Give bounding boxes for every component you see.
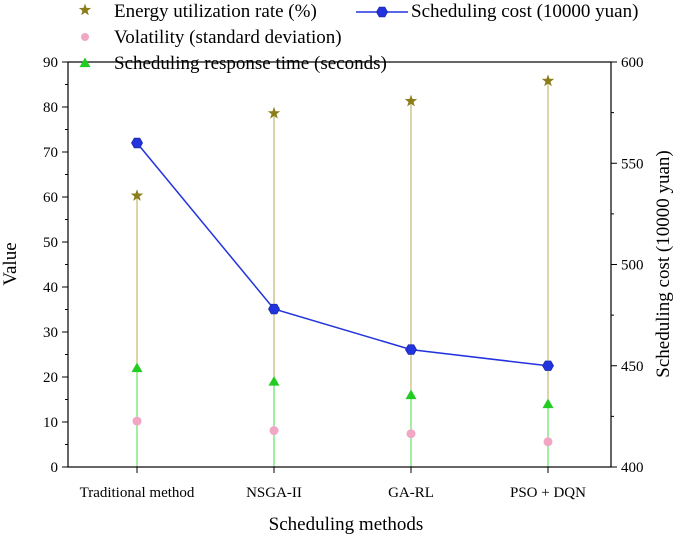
- legend: Energy utilization rate (%) Scheduling c…: [78, 1, 638, 74]
- cost-line: [136, 142, 549, 367]
- x-tick-label: Traditional method: [80, 485, 195, 501]
- plot-frame: [67, 61, 612, 468]
- energy-point: [541, 74, 555, 87]
- energy-point: [404, 94, 418, 107]
- x-tick-label: PSO + DQN: [510, 485, 586, 501]
- cost-point: [542, 360, 554, 371]
- y-tick-label: 30: [43, 325, 58, 341]
- volatility-point: [543, 437, 553, 447]
- y-tick-label: 50: [43, 235, 58, 251]
- x-tick-label: NSGA-II: [246, 485, 302, 501]
- y-tick-label: 60: [43, 190, 58, 206]
- y2-tick-label: 500: [621, 258, 644, 274]
- volatility-point: [269, 426, 279, 436]
- response-point: [405, 389, 417, 400]
- y-tick-label: 10: [43, 415, 58, 431]
- y2-axis-title: Scheduling cost (10000 yuan): [653, 150, 674, 377]
- y-axis-title: Value: [0, 242, 21, 285]
- legend-cost-label: Scheduling cost (10000 yuan): [411, 1, 638, 22]
- y-tick-label: 40: [43, 280, 58, 296]
- response-point: [131, 362, 143, 373]
- volatility-point: [132, 416, 142, 426]
- y-tick-label: 20: [43, 370, 58, 386]
- legend-energy-label: Energy utilization rate (%): [114, 1, 317, 22]
- y-tick-label: 0: [51, 460, 59, 476]
- energy-point: [267, 106, 281, 119]
- legend-response-label: Scheduling response time (seconds): [114, 53, 387, 74]
- response-point: [268, 376, 280, 386]
- y2-tick-label: 550: [621, 156, 644, 172]
- legend-hexagon-icon: [376, 6, 388, 18]
- y-tick-label: 80: [43, 100, 58, 116]
- y2-tick-label: 400: [621, 460, 644, 476]
- legend-circle-icon: [81, 33, 89, 41]
- y2-tick-label: 600: [621, 55, 644, 71]
- x-axis-title: Scheduling methods: [269, 514, 424, 535]
- cost-point: [268, 303, 280, 315]
- volatility-point: [406, 429, 416, 439]
- legend-volatility-label: Volatility (standard deviation): [114, 27, 342, 48]
- legend-star-icon: [78, 3, 92, 16]
- energy-point: [130, 189, 144, 201]
- y2-tick-label: 450: [621, 359, 644, 375]
- cost-point: [131, 137, 143, 149]
- y-tick-label: 70: [43, 145, 58, 161]
- y-tick-label: 90: [43, 55, 58, 71]
- cost-point: [405, 344, 417, 355]
- x-tick-label: GA-RL: [388, 485, 434, 501]
- legend-triangle-icon: [79, 57, 91, 68]
- response-point: [542, 398, 554, 409]
